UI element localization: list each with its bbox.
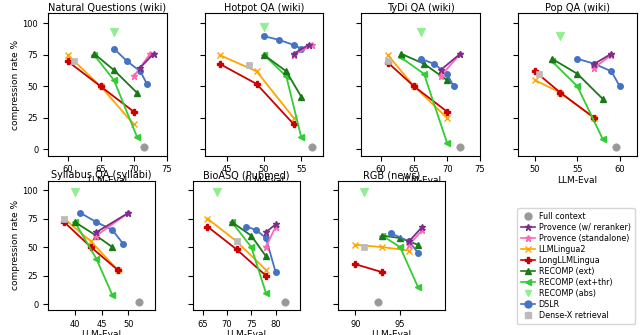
Point bbox=[259, 24, 269, 30]
Point bbox=[138, 144, 148, 150]
Point bbox=[534, 71, 545, 77]
Title: TyDi QA (wiki): TyDi QA (wiki) bbox=[387, 3, 454, 13]
Point bbox=[611, 144, 621, 150]
Point bbox=[415, 29, 426, 35]
Point bbox=[383, 59, 393, 64]
Title: Syllabus QA (syllabi): Syllabus QA (syllabi) bbox=[51, 170, 152, 180]
Point bbox=[134, 299, 144, 305]
Point bbox=[455, 144, 465, 150]
Point bbox=[232, 239, 242, 244]
X-axis label: LLM-Eval: LLM-Eval bbox=[244, 176, 284, 185]
Point bbox=[307, 144, 317, 150]
Point bbox=[280, 299, 291, 305]
Title: BioASQ (Pubmed): BioASQ (Pubmed) bbox=[203, 170, 290, 180]
Title: RGB (news): RGB (news) bbox=[362, 170, 420, 180]
X-axis label: LLM-Eval: LLM-Eval bbox=[557, 176, 598, 185]
Y-axis label: compression rate %: compression rate % bbox=[11, 40, 20, 130]
Point bbox=[244, 62, 254, 68]
Point bbox=[372, 299, 383, 305]
Title: Hotpot QA (wiki): Hotpot QA (wiki) bbox=[224, 3, 304, 13]
X-axis label: LLM-Eval: LLM-Eval bbox=[227, 330, 266, 335]
Point bbox=[59, 216, 69, 221]
X-axis label: LLM-Eval: LLM-Eval bbox=[401, 176, 441, 185]
X-axis label: LLM-Eval: LLM-Eval bbox=[87, 176, 127, 185]
Point bbox=[70, 190, 80, 195]
Title: Pop QA (wiki): Pop QA (wiki) bbox=[545, 3, 610, 13]
Point bbox=[109, 29, 119, 35]
Legend: Full context, Provence (w/ reranker), Provence (standalone), LLMLingua2, LongLLM: Full context, Provence (w/ reranker), Pr… bbox=[517, 208, 635, 324]
Point bbox=[212, 190, 222, 195]
Point bbox=[556, 34, 566, 39]
Point bbox=[69, 59, 79, 64]
Point bbox=[359, 245, 369, 250]
X-axis label: LLM-Eval: LLM-Eval bbox=[81, 330, 122, 335]
Title: Natural Questions (wiki): Natural Questions (wiki) bbox=[48, 3, 166, 13]
X-axis label: LLM-Eval: LLM-Eval bbox=[371, 330, 412, 335]
Point bbox=[359, 190, 369, 195]
Y-axis label: compression rate %: compression rate % bbox=[11, 200, 20, 290]
